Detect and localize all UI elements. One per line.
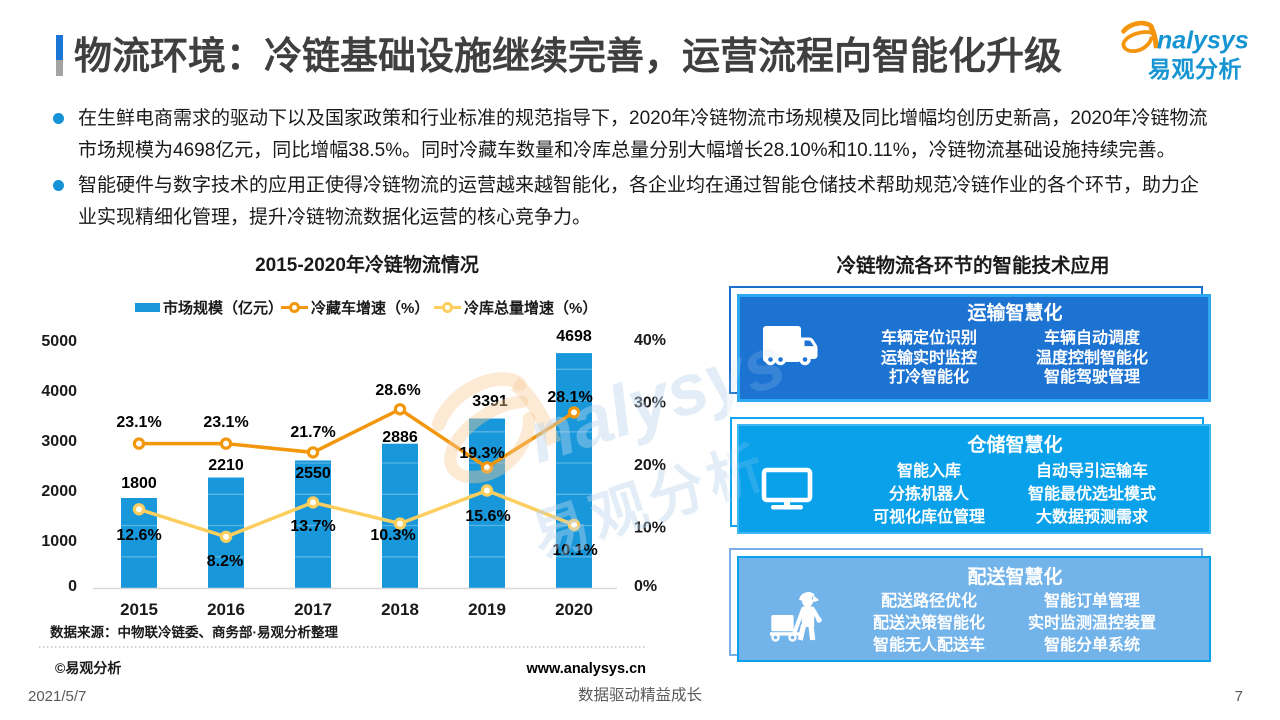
svg-text:20%: 20% [634,457,666,474]
svg-text:2019: 2019 [468,600,506,619]
svg-text:21.7%: 21.7% [290,424,335,441]
svg-text:7: 7 [1235,688,1243,705]
svg-text:©易观分析: ©易观分析 [55,660,121,676]
svg-text:28.1%: 28.1% [547,389,592,406]
svg-text:19.3%: 19.3% [459,445,504,462]
svg-text:2016: 2016 [207,600,245,619]
svg-text:市场规模（亿元）: 市场规模（亿元） [163,299,283,317]
svg-text:易观分析: 易观分析 [1148,56,1242,82]
svg-text:nalysys: nalysys [1157,27,1249,55]
svg-text:10.1%: 10.1% [552,542,597,559]
svg-text:30%: 30% [634,395,666,412]
svg-text:2000: 2000 [41,483,77,500]
svg-text:40%: 40% [634,332,666,349]
svg-text:15.6%: 15.6% [465,508,510,525]
svg-text:12.6%: 12.6% [116,527,161,544]
svg-text:5000: 5000 [41,333,77,350]
svg-text:1000: 1000 [41,533,77,550]
svg-text:2210: 2210 [208,457,244,474]
svg-text:冷库总量增速（%）: 冷库总量增速（%） [464,299,597,317]
svg-text:2021/5/7: 2021/5/7 [28,688,86,705]
svg-text:2550: 2550 [295,465,331,482]
svg-text:冷藏车增速（%）: 冷藏车增速（%） [311,299,429,317]
svg-text:数据来源：中物联冷链委、商务部·易观分析整理: 数据来源：中物联冷链委、商务部·易观分析整理 [50,624,338,640]
svg-text:2017: 2017 [294,600,332,619]
svg-text:23.1%: 23.1% [203,414,248,431]
svg-text:0: 0 [68,578,77,595]
svg-text:数据驱动精益成长: 数据驱动精益成长 [578,686,702,704]
svg-text:0%: 0% [634,578,657,595]
svg-text:28.6%: 28.6% [375,382,420,399]
svg-text:23.1%: 23.1% [116,414,161,431]
svg-text:2018: 2018 [381,600,419,619]
svg-text:2886: 2886 [382,429,418,446]
svg-text:www.analysys.cn: www.analysys.cn [525,661,646,677]
svg-text:10.3%: 10.3% [370,527,415,544]
svg-text:3000: 3000 [41,433,77,450]
svg-text:4698: 4698 [556,328,592,345]
svg-text:2015-2020年冷链物流情况: 2015-2020年冷链物流情况 [255,253,479,276]
svg-text:8.2%: 8.2% [207,553,243,570]
svg-text:13.7%: 13.7% [290,518,335,535]
svg-text:2015: 2015 [120,600,158,619]
svg-text:3391: 3391 [472,393,508,410]
svg-text:1800: 1800 [121,475,157,492]
svg-text:2020: 2020 [555,600,593,619]
svg-text:10%: 10% [634,520,666,537]
svg-text:4000: 4000 [41,383,77,400]
